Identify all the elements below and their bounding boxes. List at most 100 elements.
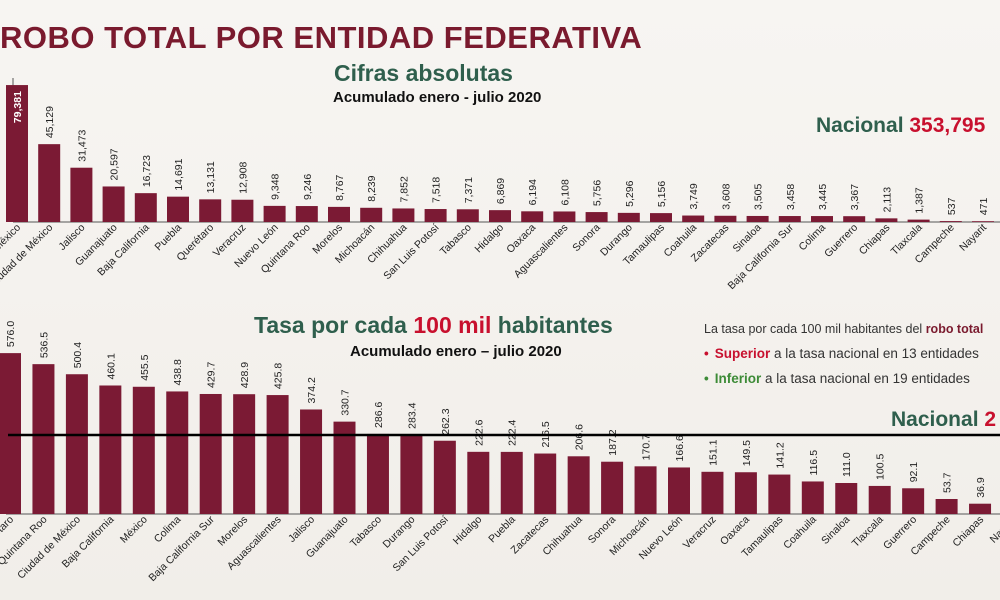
top-chart-bar	[70, 167, 93, 222]
top-chart-value-label: 3,608	[720, 183, 732, 209]
bottom-chart-bar	[233, 394, 256, 514]
bottom-chart-bar	[0, 353, 21, 514]
rate-note-text: La tasa por cada 100 mil habitantes del	[704, 322, 926, 336]
bottom-chart-bar	[969, 503, 992, 514]
top-chart-bar	[585, 212, 608, 222]
top-chart-bar	[907, 219, 930, 222]
bottom-national-value: 2	[984, 408, 997, 431]
bottom-chart-bar	[567, 456, 590, 514]
bottom-chart-category-label: Sinaloa	[819, 514, 852, 547]
bottom-chart-value-label: 151.1	[707, 439, 719, 465]
top-chart-value-label: 16,723	[141, 155, 153, 187]
bottom-chart-bar	[601, 461, 624, 514]
top-chart-value-label: 5,756	[592, 180, 604, 206]
bottom-chart-bar	[835, 482, 858, 514]
bottom-chart-bar	[166, 391, 189, 514]
top-chart-bar	[650, 213, 672, 222]
bottom-chart-category-label: Jalisco	[286, 514, 317, 545]
top-chart-bar	[134, 193, 157, 222]
top-chart-value-label: 6,194	[527, 179, 539, 205]
bottom-chart-bar	[32, 364, 55, 514]
top-chart-bar	[167, 196, 189, 222]
top-chart-value-label: 13,131	[205, 161, 217, 193]
bottom-chart-category-label: Puebla	[486, 514, 518, 546]
top-chart-value-label: 45,129	[44, 106, 56, 138]
bottom-chart-value-label: 429.7	[206, 362, 218, 388]
bottom-chart-value-label: 286.6	[373, 402, 385, 428]
bottom-chart-bar	[534, 453, 557, 514]
top-chart-value-label: 471	[978, 198, 990, 216]
bottom-national-label: Nacional	[891, 408, 979, 431]
bottom-subtitle-part-c: habitantes	[491, 312, 613, 338]
bottom-chart-value-label: 187.2	[607, 429, 619, 455]
bottom-subtitle-part-a: Tasa por cada	[254, 312, 414, 338]
top-chart-value-label: 537	[946, 197, 958, 215]
top-chart-value-label: 7,371	[463, 177, 475, 203]
bottom-chart-value-label: 111.0	[841, 452, 853, 477]
top-chart-value-label: 3,505	[753, 184, 765, 210]
bottom-national-rate: Nacional 2	[891, 408, 996, 432]
top-chart-bar	[875, 218, 898, 222]
bottom-chart-value-label: 206.6	[574, 424, 586, 450]
bottom-chart-bar	[366, 433, 389, 514]
bottom-chart-bar	[65, 374, 88, 514]
bullet-inferior-keyword: Inferior	[714, 371, 762, 386]
top-chart-bar	[392, 208, 415, 222]
top-chart-value-label: 2,113	[881, 187, 893, 213]
bottom-chart-value-label: 222.6	[473, 419, 485, 445]
bottom-chart-value-label: 455.5	[139, 354, 151, 380]
bottom-chart-value-label: 53.7	[942, 472, 954, 493]
top-chart-value-label: 8,239	[366, 175, 378, 201]
top-chart-value-label: 3,749	[688, 183, 700, 209]
bottom-chart-subtitle: Tasa por cada 100 mil habitantes	[254, 312, 613, 339]
bottom-chart-category-label: Colima	[152, 514, 184, 546]
bottom-chart-category-label: México	[118, 514, 150, 546]
top-chart-bar	[939, 221, 962, 222]
bottom-chart-bar	[433, 440, 456, 514]
bottom-chart-bar	[300, 409, 323, 514]
top-chart-bar	[714, 215, 737, 222]
bottom-chart-bar	[500, 451, 523, 514]
bottom-chart-category-label: Veracruz	[681, 514, 719, 552]
top-chart-bar	[746, 215, 769, 222]
green-bullet-icon: •	[704, 371, 709, 386]
top-chart-bar	[199, 199, 222, 222]
bottom-chart-value-label: 222.4	[507, 419, 519, 445]
bottom-chart-bar	[768, 474, 791, 514]
bottom-chart-bar	[199, 393, 222, 514]
bottom-chart-bar	[734, 472, 757, 514]
bottom-chart-bar	[868, 485, 891, 514]
bottom-chart-value-label: 141.2	[774, 442, 786, 468]
bottom-chart-bar	[132, 386, 155, 514]
bullet-superior-text: a la tasa nacional en 13 entidades	[770, 346, 979, 361]
bottom-chart-bar	[902, 488, 925, 514]
top-chart-value-label: 7,852	[398, 176, 410, 202]
top-chart-period: Acumulado enero - julio 2020	[333, 89, 542, 106]
top-chart-value-label: 14,691	[173, 158, 185, 190]
top-chart-bar	[6, 85, 28, 222]
bottom-chart-value-label: 149.5	[741, 440, 753, 466]
bottom-chart-category-label: Hidalgo	[451, 514, 485, 548]
top-chart-value-label: 7,518	[431, 177, 443, 203]
bottom-chart-bar	[400, 434, 423, 514]
bottom-chart-category-label: Tlaxcala	[850, 514, 886, 550]
bottom-chart-bar	[668, 467, 690, 514]
bottom-chart-bar	[935, 499, 958, 514]
bottom-subtitle-part-b: 100 mil	[413, 312, 492, 338]
top-chart-value-label: 6,869	[495, 178, 507, 204]
top-chart-value-label: 20,597	[109, 148, 121, 180]
top-chart-value-label: 9,246	[302, 174, 314, 200]
bullet-inferior: • Inferior a la tasa nacional en 19 entid…	[704, 371, 970, 386]
top-chart-bar	[424, 209, 447, 222]
bottom-chart-value-label: 425.8	[273, 363, 285, 389]
bottom-chart-value-label: 166.6	[674, 435, 686, 461]
bottom-chart-category-label: Tabasco	[348, 514, 384, 550]
bottom-chart-bar	[99, 385, 122, 514]
bottom-chart-value-label: 500.4	[72, 342, 84, 368]
top-chart-value-label: 12,908	[237, 161, 249, 193]
bottom-chart-value-label: 460.1	[105, 353, 117, 379]
bullet-superior-keyword: Superior	[714, 346, 771, 361]
bottom-chart-bar	[333, 421, 356, 514]
top-chart-bar	[328, 206, 350, 222]
